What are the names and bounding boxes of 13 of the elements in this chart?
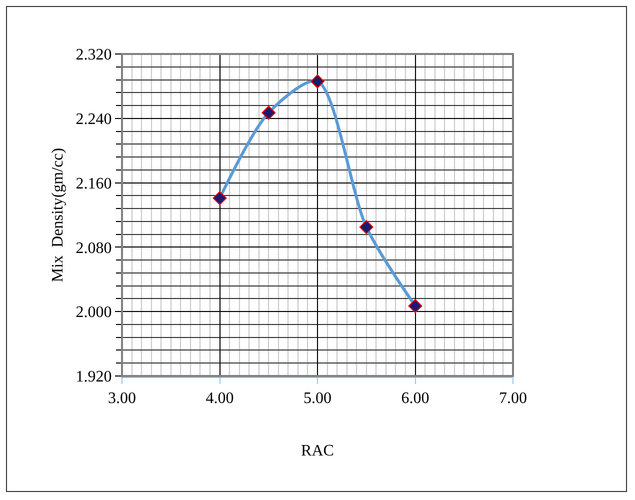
x-tick-label: 5.00 [304,390,332,408]
y-tick-label: 2.080 [76,240,112,257]
y-axis-title: Mix Density(gm/cc) [50,148,67,282]
y-tick-label: 2.320 [76,46,112,64]
x-tick-label: 7.00 [499,390,527,408]
y-tick-label: 2.240 [76,111,112,128]
x-axis-title: RAC [301,442,334,460]
x-tick-label: 3.00 [108,390,136,408]
x-tick-label: 6.00 [401,390,430,408]
x-tick-label: 4.00 [206,390,234,408]
y-tick-label: 1.920 [76,368,112,386]
y-tick-label: 2.160 [76,175,112,192]
y-tick-label: 2.000 [76,304,112,322]
